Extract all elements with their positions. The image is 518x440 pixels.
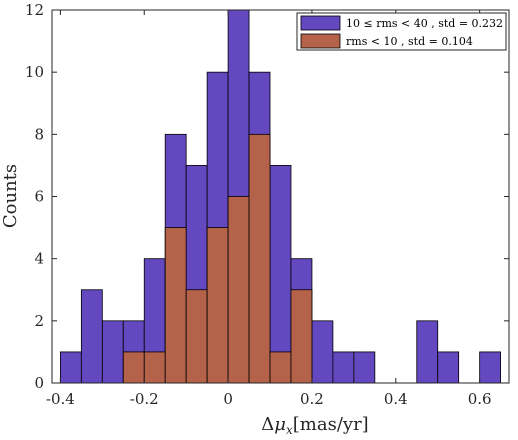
x-tick-label: -0.2 [130, 390, 159, 408]
bar-series-2-bin-11 [290, 289, 313, 384]
y-tick-label: 6 [34, 188, 44, 206]
x-label-unit: [mas/yr] [293, 414, 369, 435]
bar-series-2-bin-10 [269, 351, 292, 384]
legend-label-series-2: rms < 10 , std = 0.104 [346, 35, 473, 48]
y-tick-label: 4 [34, 250, 44, 268]
bar-series-1-bin-18 [437, 351, 460, 384]
bars-layer [59, 9, 502, 384]
bar-series-2-bin-5 [164, 227, 187, 384]
x-tick-label: 0 [223, 390, 233, 408]
y-tick-label: 0 [34, 374, 44, 392]
bar-series-1-bin-0 [59, 351, 82, 384]
bar-series-1-bin-14 [353, 351, 376, 384]
y-tick-label: 2 [34, 312, 44, 330]
x-tick-label: 0.6 [468, 390, 492, 408]
x-label-symbol: μ [274, 414, 286, 435]
x-tick-label: -0.4 [46, 390, 75, 408]
y-axis-label: Counts [0, 164, 21, 228]
bar-series-2-bin-8 [227, 196, 250, 384]
bar-series-1-bin-17 [416, 320, 439, 384]
y-tick-label: 12 [25, 1, 44, 19]
y-tick-label: 8 [34, 125, 44, 143]
x-label-prefix: Δ [261, 414, 274, 435]
bar-series-1-bin-20 [479, 351, 502, 384]
bar-series-1-bin-2 [101, 320, 124, 384]
y-tick-label: 10 [25, 63, 44, 81]
x-axis-label: Δμx[mas/yr] [261, 414, 368, 437]
bar-series-1-bin-12 [311, 320, 334, 384]
legend-swatch-series-2 [300, 33, 341, 49]
bar-series-1-bin-10 [269, 165, 292, 384]
legend: 10 ≤ rms < 40 , std = 0.232 rms < 10 , s… [296, 12, 507, 51]
bar-series-2-bin-3 [122, 351, 145, 384]
bar-series-2-bin-7 [206, 227, 229, 384]
bar-series-1-bin-1 [80, 289, 103, 384]
legend-label-series-1: 10 ≤ rms < 40 , std = 0.232 [346, 17, 503, 30]
bar-series-1-bin-13 [332, 351, 355, 384]
x-tick-label: 0.2 [300, 390, 324, 408]
bar-series-2-bin-6 [185, 289, 208, 384]
x-label-subscript: x [286, 423, 293, 437]
bar-series-2-bin-9 [248, 133, 271, 384]
x-tick-label: 0.4 [384, 390, 408, 408]
ticks-layer: -0.4 -0.2 0 0.2 0.4 0.6 0 2 4 6 8 10 12 [25, 1, 509, 408]
legend-swatch-series-1 [300, 15, 341, 31]
bar-series-2-bin-4 [143, 351, 166, 384]
